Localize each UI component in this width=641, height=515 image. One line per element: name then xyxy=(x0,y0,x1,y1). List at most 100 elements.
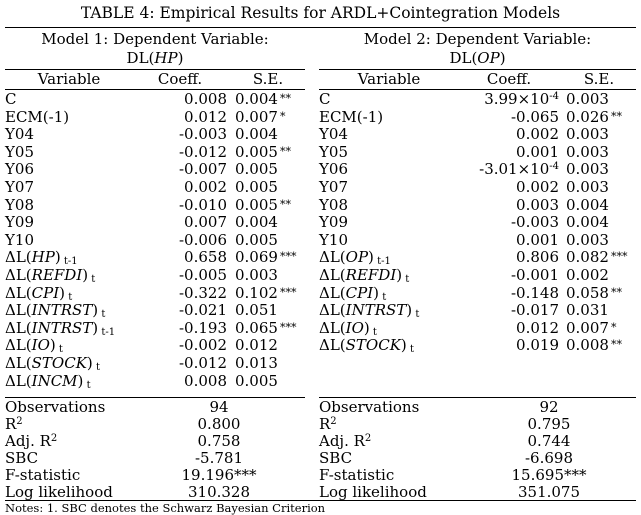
stats-row: F-statistic 15.695*** xyxy=(319,466,636,484)
variable-prefix: Y08 xyxy=(319,195,348,214)
se-cell: 0.004 xyxy=(235,125,278,143)
se-cell: 0.003 xyxy=(566,143,609,161)
variable-prefix: ΔL( xyxy=(5,318,32,337)
table-row: Y06 -0.007 0.005 xyxy=(5,160,305,178)
coeff-value: -0.012 xyxy=(178,142,227,161)
variable-cell: Y10 xyxy=(5,231,34,249)
coeff-cell: 0.806 xyxy=(459,248,559,266)
se-value: 0.102 xyxy=(235,283,278,302)
coeff-value: 0.012 xyxy=(516,318,559,337)
table-row: Y07 0.002 0.003 xyxy=(319,178,636,196)
table-row: ΔL(CPI) t -0.322 0.102 *** xyxy=(5,283,305,303)
coeff-cell: 0.002 xyxy=(133,178,227,196)
dep-var-suffix: ) xyxy=(499,49,506,67)
variable-prefix: ECM(-1) xyxy=(5,107,70,126)
variable-subscript: t xyxy=(369,326,377,338)
variable-prefix: ΔL( xyxy=(5,248,32,267)
variable-prefix: Y04 xyxy=(5,125,34,144)
coeff-cell: -0.322 xyxy=(133,284,227,302)
variable-cell: ΔL(INTRST) t xyxy=(5,301,105,324)
table-row: ΔL(INTRST) t -0.017 0.031 xyxy=(319,301,636,321)
variable-prefix: ΔL( xyxy=(319,283,346,302)
table-row: Y06 -3.01×10-4 0.003 xyxy=(319,160,636,178)
variable-name: REFDI xyxy=(31,266,83,284)
coeff-value: -0.012 xyxy=(178,354,227,372)
coeff-cell: -0.193 xyxy=(133,319,227,337)
se-cell: 0.004 ** xyxy=(235,90,291,108)
variable-name: IO xyxy=(345,318,364,337)
dep-var-prefix: DL( xyxy=(126,49,155,67)
table-row: Y10 -0.006 0.005 xyxy=(5,231,305,249)
variable-prefix: ΔL( xyxy=(319,266,346,284)
stat-value: 0.795 xyxy=(527,415,571,433)
variable-cell: ECM(-1) xyxy=(319,108,383,126)
variable-cell: ECM(-1) xyxy=(5,108,69,126)
table-row: ΔL(INCM) t 0.008 0.005 xyxy=(5,372,305,391)
coeff-cell: -0.148 xyxy=(459,284,559,302)
table-row: ΔL(IO) t -0.002 0.012 xyxy=(5,336,305,355)
se-cell: 0.031 xyxy=(566,301,609,319)
variable-prefix: Y06 xyxy=(5,160,34,179)
variable-prefix: ECM(-1) xyxy=(319,107,384,126)
table-row: Y08 -0.010 0.005 ** xyxy=(5,196,305,214)
table-row: Y09 -0.003 0.004 xyxy=(319,213,636,231)
stat-label-sup: 2 xyxy=(330,416,337,427)
stats-row: Observations 92 xyxy=(319,398,636,416)
coeff-value: 0.658 xyxy=(184,248,227,267)
table-row: C 3.99×10-4 0.003 xyxy=(319,90,636,108)
stat-value: 0.758 xyxy=(197,432,241,450)
stats-row: Observations 94 xyxy=(5,398,305,416)
coeff-cell: -0.010 xyxy=(133,196,227,214)
variable-cell: Y09 xyxy=(5,213,34,231)
coeff-cell: 0.002 xyxy=(459,125,559,143)
se-cell: 0.008 ** xyxy=(566,336,622,354)
stat-value: 0.744 xyxy=(527,432,571,450)
variable-cell: ΔL(REFDI) t xyxy=(319,266,409,289)
variable-prefix: Y09 xyxy=(319,213,348,232)
significance-stars: ** xyxy=(279,197,291,211)
table-row: ΔL(STOCK) t 0.019 0.008 ** xyxy=(319,336,636,355)
stat-label: R2 xyxy=(319,415,337,433)
variable-subscript: t xyxy=(402,274,410,285)
variable-suffix: ) xyxy=(49,336,56,355)
column-header-rule xyxy=(319,89,636,90)
coeff-value: -3.01×10 xyxy=(479,160,550,179)
se-value: 0.003 xyxy=(566,178,609,196)
coeff-value: 3.99×10 xyxy=(484,90,550,108)
se-value: 0.051 xyxy=(235,301,278,320)
variable-subscript: t xyxy=(83,379,91,391)
coeff-cell: -0.012 xyxy=(133,354,227,372)
se-cell: 0.005 xyxy=(235,231,278,249)
variable-cell: Y10 xyxy=(319,231,348,249)
variable-subscript: t xyxy=(412,309,420,321)
coeff-cell: 0.003 xyxy=(459,196,559,214)
model-header-line1: Model 1: Dependent Variable: xyxy=(41,30,269,48)
variable-prefix: C xyxy=(5,90,17,108)
se-value: 0.003 xyxy=(566,230,609,249)
stats-row: Log likelihood 351.075 xyxy=(319,483,636,501)
significance-stars: *** xyxy=(279,285,297,299)
se-cell: 0.004 xyxy=(235,213,278,231)
coeff-value: -0.001 xyxy=(510,266,559,284)
variable-name: IO xyxy=(31,336,50,355)
variable-prefix: ΔL( xyxy=(5,336,32,355)
table-row: Y05 -0.012 0.005 ** xyxy=(5,143,305,161)
se-value: 0.003 xyxy=(566,160,609,179)
stat-label-text: F-statistic xyxy=(319,466,395,484)
variable-name: CPI xyxy=(345,283,374,302)
variable-cell: ΔL(CPI) t xyxy=(5,284,72,307)
stats-row: Log likelihood 310.328 xyxy=(5,483,305,501)
se-cell: 0.003 xyxy=(566,90,609,108)
stat-label-sup: 2 xyxy=(50,433,58,444)
coeff-value: 0.003 xyxy=(516,195,559,214)
coeff-value: -0.005 xyxy=(178,266,227,284)
se-value: 0.031 xyxy=(566,301,609,320)
variable-name: STOCK xyxy=(31,354,87,372)
variable-prefix: C xyxy=(319,90,331,108)
col-header-variable: Variable xyxy=(37,70,101,88)
stat-value: 94 xyxy=(209,398,229,416)
se-cell: 0.003 xyxy=(235,266,278,284)
se-value: 0.005 xyxy=(235,195,278,214)
coeff-value: 0.806 xyxy=(516,248,559,267)
coeff-value: 0.008 xyxy=(184,90,227,108)
